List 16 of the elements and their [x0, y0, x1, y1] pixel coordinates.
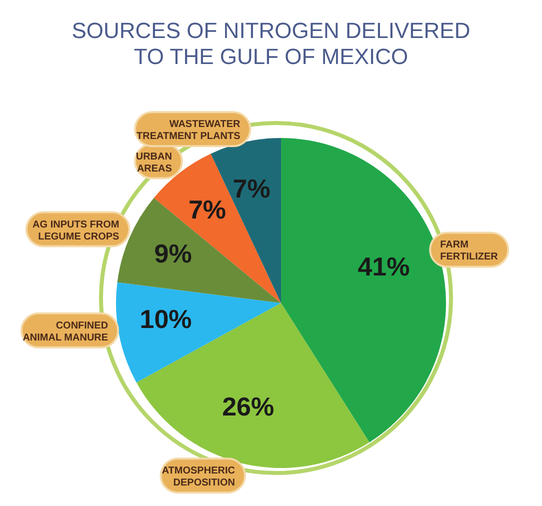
slice-label: WASTEWATER TREATMENT PLANTS [136, 119, 242, 142]
pie-slice [136, 303, 370, 468]
data-label: 9% [154, 238, 192, 268]
data-label: 41% [358, 252, 410, 282]
slice-label: URBAN AREAS [136, 151, 172, 174]
data-label: 7% [232, 174, 270, 204]
data-label: 10% [140, 304, 192, 334]
slice-label: CONFINED ANIMAL MANURE [22, 320, 108, 344]
chart-title: SOURCES OF NITROGEN DELIVERED TO THE GULF OF MEXICO [72, 18, 470, 69]
data-label: 26% [222, 392, 274, 422]
slice-label: FARM FERTILIZER [440, 240, 499, 263]
pie-slice [116, 282, 281, 382]
data-label: 7% [188, 194, 226, 224]
pie-slice [117, 198, 281, 303]
slice-label: AG INPUTS FROM LEGUME CROPS [32, 219, 120, 242]
slice-label: ATMOSPHERIC DEPOSITION [162, 466, 235, 489]
